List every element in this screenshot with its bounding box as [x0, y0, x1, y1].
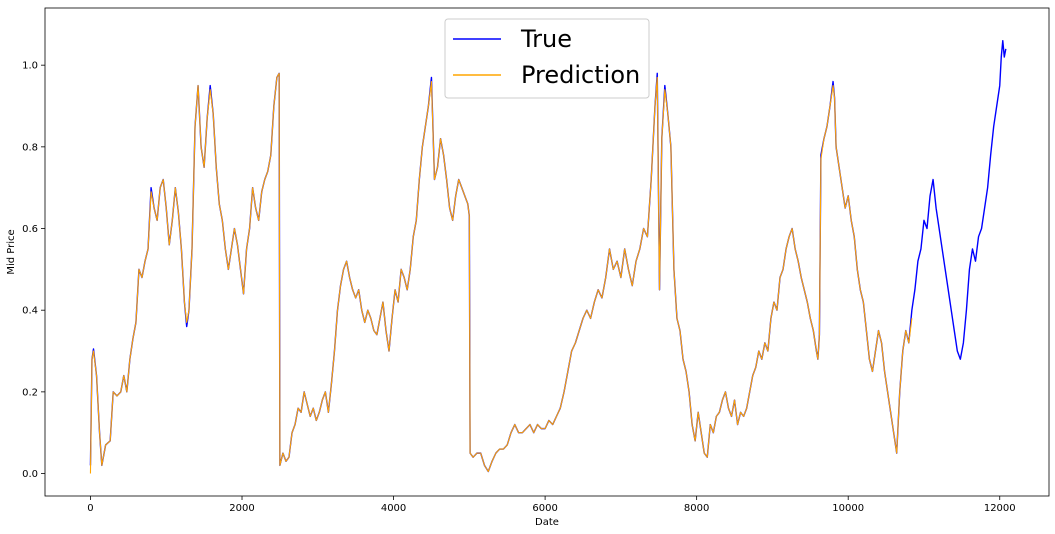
x-axis: 0 2000 4000 6000 8000 10000 12000: [87, 496, 1016, 514]
plot-area: [89, 39, 1007, 474]
y-tick-label: 0.8: [22, 142, 38, 153]
y-tick-label: 0.6: [22, 224, 38, 235]
x-axis-label: Date: [535, 517, 559, 528]
x-tick-label: 10000: [832, 503, 864, 514]
x-tick-label: 4000: [381, 503, 406, 514]
x-tick-label: 0: [87, 503, 93, 514]
y-tick-label: 0.4: [22, 306, 38, 317]
series-line-prediction: [89, 72, 913, 474]
y-axis-label: Mid Price: [6, 229, 17, 274]
legend-label-prediction: Prediction: [521, 61, 640, 89]
y-tick-label: 0.0: [22, 469, 38, 480]
legend: True Prediction: [444, 18, 650, 99]
x-tick-label: 12000: [984, 503, 1016, 514]
legend-label-true: True: [520, 25, 572, 53]
y-tick-label: 1.0: [22, 61, 38, 72]
plot-frame: [44, 7, 1050, 497]
x-tick-label: 2000: [229, 503, 254, 514]
y-tick-label: 0.2: [22, 387, 38, 398]
x-tick-label: 8000: [684, 503, 709, 514]
y-axis: 0.0 0.2 0.4 0.6 0.8 1.0: [22, 61, 45, 480]
x-tick-label: 6000: [532, 503, 557, 514]
